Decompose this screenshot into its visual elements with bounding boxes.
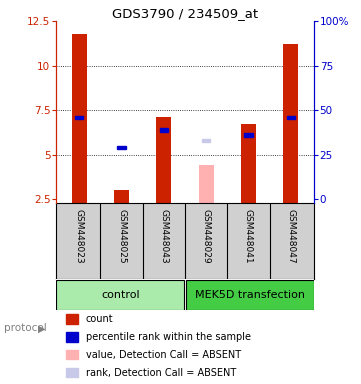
Text: percentile rank within the sample: percentile rank within the sample	[86, 332, 251, 342]
Text: MEK5D transfection: MEK5D transfection	[195, 290, 305, 300]
Bar	[75, 116, 83, 119]
Bar	[66, 314, 78, 324]
Text: GSM448025: GSM448025	[117, 209, 126, 263]
Text: ▶: ▶	[38, 323, 45, 333]
Text: GSM448029: GSM448029	[202, 209, 211, 263]
Bar	[72, 33, 87, 203]
Bar	[114, 190, 129, 203]
Bar	[66, 350, 78, 359]
Bar	[66, 332, 78, 341]
Text: count: count	[86, 314, 113, 324]
Bar	[202, 139, 210, 142]
Text: value, Detection Call = ABSENT: value, Detection Call = ABSENT	[86, 350, 241, 360]
Bar	[156, 117, 171, 203]
Bar	[287, 116, 295, 119]
Bar	[56, 280, 184, 310]
Bar	[117, 146, 126, 149]
Title: GDS3790 / 234509_at: GDS3790 / 234509_at	[112, 7, 258, 20]
Bar	[283, 44, 298, 203]
Bar	[160, 128, 168, 132]
Text: protocol: protocol	[4, 323, 46, 333]
Text: GSM448023: GSM448023	[75, 209, 84, 263]
Text: rank, Detection Call = ABSENT: rank, Detection Call = ABSENT	[86, 368, 236, 378]
Text: GSM448041: GSM448041	[244, 209, 253, 263]
Bar	[199, 166, 214, 203]
Bar	[66, 368, 78, 377]
Bar	[244, 133, 253, 137]
Text: GSM448043: GSM448043	[159, 209, 168, 263]
Text: control: control	[101, 290, 140, 300]
Text: GSM448047: GSM448047	[286, 209, 295, 263]
Bar	[186, 280, 314, 310]
Bar	[241, 124, 256, 203]
